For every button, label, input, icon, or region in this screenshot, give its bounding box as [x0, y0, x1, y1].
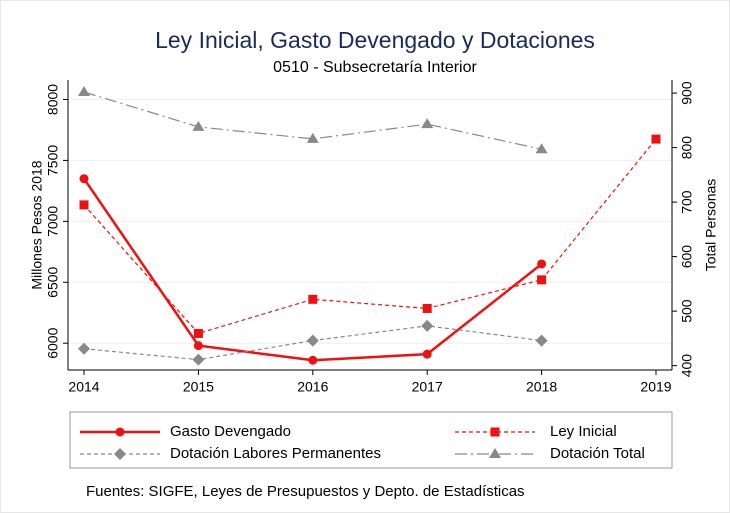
x-tick-label: 2014	[68, 379, 99, 395]
y2-tick-label: 800	[679, 136, 695, 160]
marker	[78, 342, 91, 355]
legend-label: Ley Inicial	[550, 423, 617, 440]
marker	[308, 294, 318, 304]
y2-tick-label: 400	[679, 354, 695, 378]
y-axis-label: Millones Pesos 2018	[29, 160, 45, 289]
legend-label: Gasto Devengado	[170, 423, 291, 440]
marker	[306, 334, 319, 347]
marker	[651, 134, 661, 144]
y2-tick-label: 700	[679, 190, 695, 214]
marker	[78, 85, 91, 96]
x-tick-label: 2016	[297, 379, 328, 395]
y-tick-label: 8000	[45, 84, 61, 115]
marker	[537, 259, 547, 269]
legend-marker	[489, 448, 501, 458]
series-line	[83, 138, 657, 335]
marker	[79, 200, 89, 210]
marker	[308, 355, 318, 365]
x-tick-label: 2017	[412, 379, 443, 395]
marker	[193, 341, 203, 351]
marker	[192, 120, 205, 131]
marker	[79, 174, 89, 184]
chart-subtitle: 0510 - Subsecretaría Interior	[273, 59, 477, 76]
chart-title: Ley Inicial, Gasto Devengado y Dotacione…	[155, 27, 595, 53]
x-tick-label: 2015	[183, 379, 214, 395]
marker	[535, 143, 548, 154]
y2-tick-label: 500	[679, 299, 695, 323]
y2-tick-label: 900	[679, 81, 695, 105]
marker	[421, 319, 434, 332]
y2-tick-label: 600	[679, 245, 695, 269]
marker	[192, 353, 205, 366]
legend-label: Dotación Labores Permanentes	[170, 445, 381, 462]
marker	[421, 118, 434, 129]
x-tick-label: 2019	[640, 379, 671, 395]
y-tick-label: 7000	[45, 206, 61, 237]
marker	[422, 349, 432, 359]
marker	[535, 334, 548, 347]
marker	[422, 303, 432, 313]
y-tick-label: 6500	[45, 266, 61, 297]
marker	[537, 275, 547, 285]
y-tick-label: 6000	[45, 327, 61, 358]
legend-marker	[490, 427, 500, 437]
legend-box	[69, 411, 673, 469]
legend-marker	[114, 448, 126, 460]
x-tick-label: 2018	[526, 379, 557, 395]
y-tick-label: 7500	[45, 145, 61, 176]
marker	[306, 132, 319, 143]
source-note: Fuentes: SIGFE, Leyes de Presupuestos y …	[86, 483, 525, 500]
marker	[193, 328, 203, 338]
legend-label: Dotación Total	[550, 445, 645, 462]
y2-axis-label: Total Personas	[703, 179, 719, 272]
legend-marker	[115, 427, 125, 437]
